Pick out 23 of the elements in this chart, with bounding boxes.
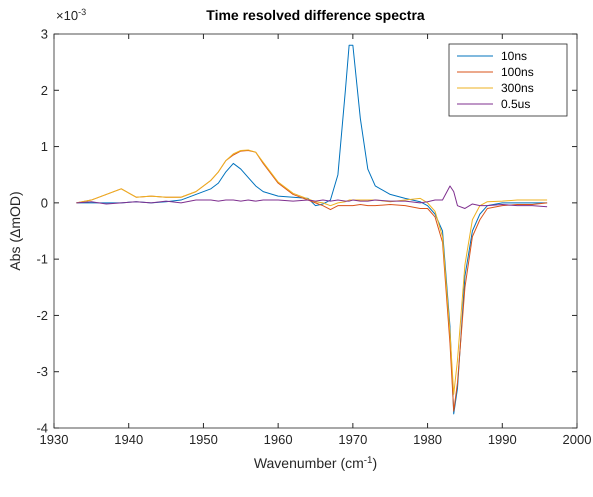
x-tick-label: 1940 (114, 432, 144, 447)
y-tick-label: 2 (40, 82, 48, 98)
y-tick-label: 1 (40, 139, 48, 154)
y-axis-title: Abs (ΔmOD) (7, 191, 23, 271)
x-axis-title: Wavenumber (cm$^{-1}$) (254, 454, 378, 471)
x-tick-label: 1960 (264, 432, 293, 447)
y-tick-label: 3 (40, 26, 48, 42)
x-tick-label: 1980 (413, 432, 442, 447)
legend-label: 300ns (501, 81, 534, 95)
chart-title: Time resolved difference spectra (206, 7, 425, 23)
legend-label: 100ns (501, 65, 534, 79)
y-tick-label: -3 (36, 364, 48, 380)
text: ×10$^{-3}$ (56, 7, 86, 23)
line-series (76, 185, 548, 209)
x-tick-label: 1990 (488, 432, 517, 447)
x-tick-label: 1950 (188, 432, 218, 447)
y-tick-label: -1 (36, 252, 48, 267)
x-tick-label: 1970 (338, 432, 368, 447)
y-tick-label: 0 (40, 195, 48, 210)
y-tick-label: -2 (36, 308, 48, 323)
legend-label: 0.5us (501, 97, 530, 111)
x-tick-label: 2000 (562, 432, 592, 447)
legend-label: 10ns (501, 49, 528, 63)
